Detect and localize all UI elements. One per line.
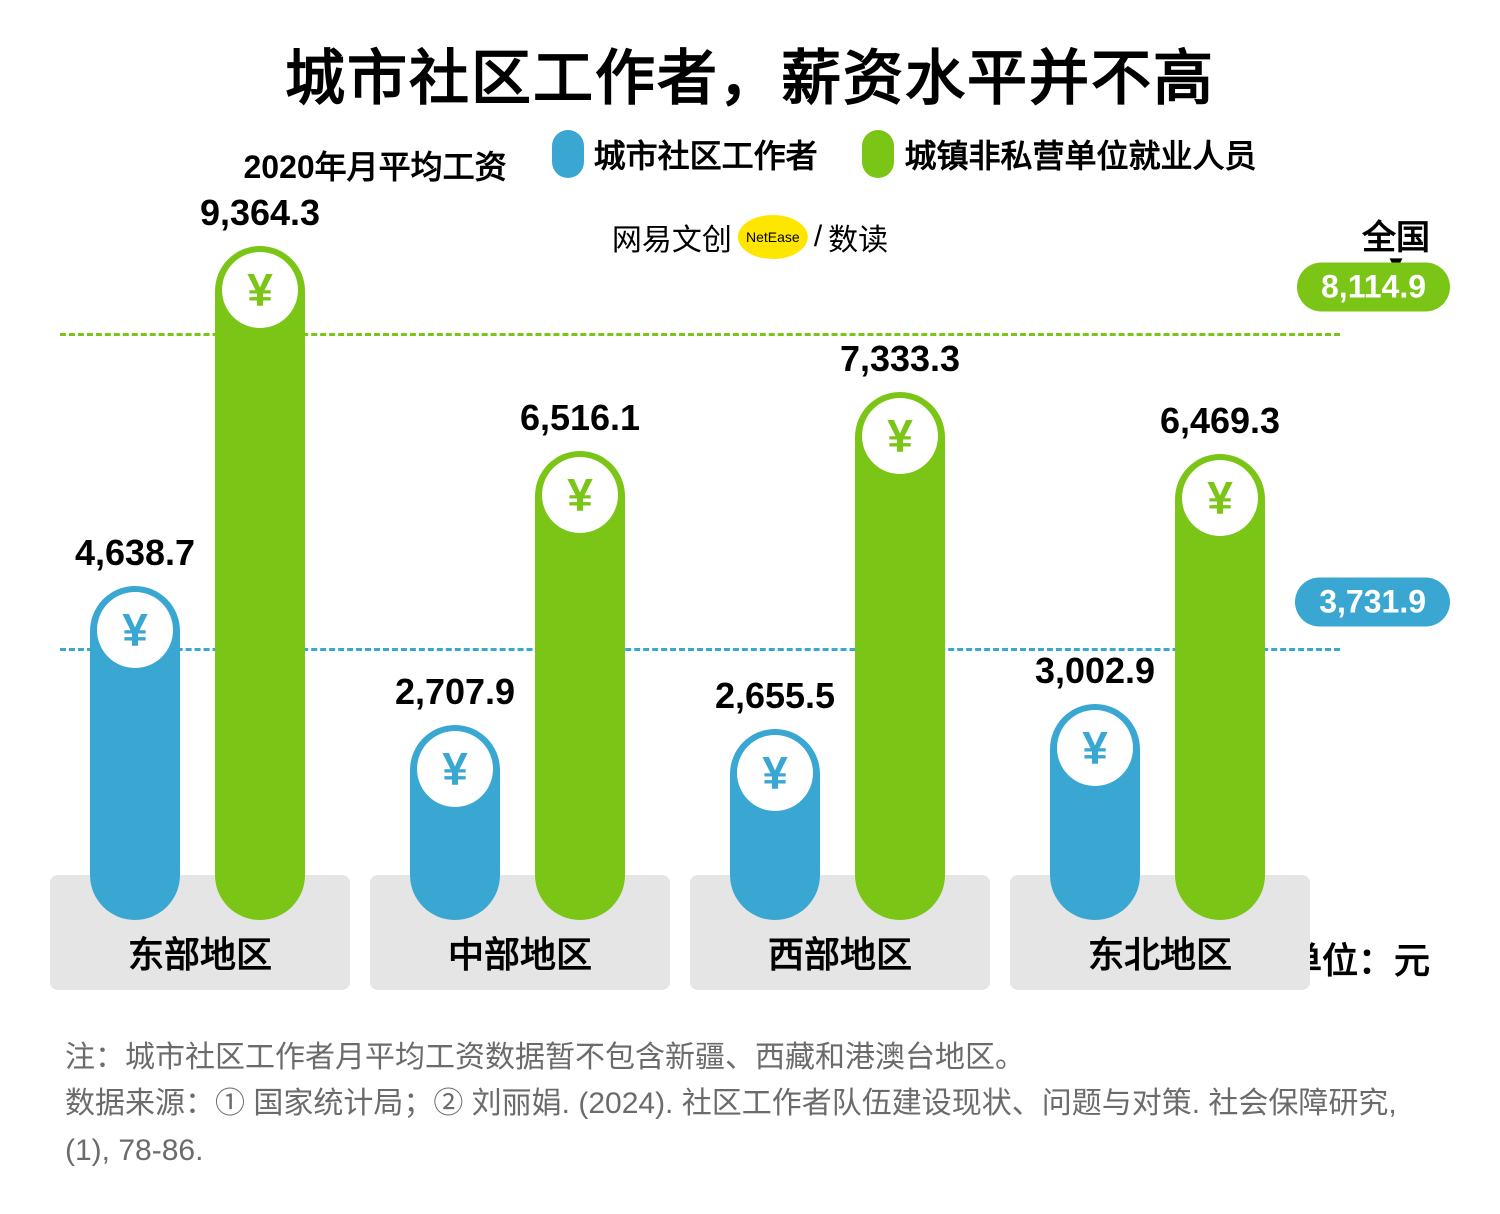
- watermark-slash: /: [814, 220, 822, 254]
- category-label: 东部地区: [60, 926, 340, 978]
- yen-icon: ¥: [97, 592, 173, 668]
- bar-chart: 8,114.93,731.9 ¥4,638.7¥9,364.3东部地区 ¥2,7…: [60, 200, 1440, 990]
- watermark: 网易文创 NetEase / 数读: [612, 215, 888, 259]
- bar-group: ¥3,002.9¥6,469.3东北地区: [1020, 200, 1300, 990]
- bar-value-label: 4,638.7: [75, 532, 195, 574]
- legend-item-series2: 城镇非私营单位就业人员: [862, 130, 1256, 178]
- legend-swatch-2: [862, 130, 894, 178]
- yen-icon: ¥: [417, 731, 493, 807]
- watermark-right: 数读: [828, 215, 888, 259]
- bar-value-label: 2,655.5: [715, 675, 835, 717]
- bar-value-label: 9,364.3: [200, 192, 320, 234]
- legend-prefix: 2020年月平均工资: [243, 142, 506, 188]
- bar-s1: ¥2,707.9: [410, 725, 500, 920]
- category-label: 中部地区: [380, 926, 660, 978]
- watermark-left: 网易文创: [612, 215, 732, 259]
- bar-s2: ¥6,516.1: [535, 451, 625, 920]
- bar-value-label: 3,002.9: [1035, 650, 1155, 692]
- yen-icon: ¥: [542, 457, 618, 533]
- bar-s2: ¥7,333.3: [855, 392, 945, 920]
- legend-label-1: 城市社区工作者: [594, 131, 818, 177]
- category-label: 西部地区: [700, 926, 980, 978]
- bar-s2: ¥6,469.3: [1175, 454, 1265, 920]
- bar-value-label: 6,516.1: [520, 397, 640, 439]
- bar-s1: ¥3,002.9: [1050, 704, 1140, 920]
- reference-badge: 3,731.9: [1295, 578, 1450, 627]
- yen-icon: ¥: [862, 398, 938, 474]
- netease-logo: NetEase: [738, 215, 808, 259]
- yen-icon: ¥: [737, 735, 813, 811]
- bar-value-label: 7,333.3: [840, 338, 960, 380]
- bar-group: ¥2,707.9¥6,516.1中部地区: [380, 200, 660, 990]
- legend-item-series1: 城市社区工作者: [552, 130, 818, 178]
- bar-s1: ¥4,638.7: [90, 586, 180, 920]
- legend-swatch-1: [552, 130, 584, 178]
- reference-badge: 8,114.9: [1297, 262, 1450, 311]
- legend: 2020年月平均工资 城市社区工作者 城镇非私营单位就业人员: [0, 130, 1500, 188]
- footnote-line1: 注：城市社区工作者月平均工资数据暂不包含新疆、西藏和港澳台地区。: [65, 1035, 1435, 1082]
- chart-title: 城市社区工作者，薪资水平并不高: [0, 30, 1500, 117]
- bar-s1: ¥2,655.5: [730, 729, 820, 920]
- legend-label-2: 城镇非私营单位就业人员: [904, 131, 1256, 177]
- footnote-line2: 数据来源：① 国家统计局；② 刘丽娟. (2024). 社区工作者队伍建设现状、…: [65, 1081, 1435, 1174]
- category-label: 东北地区: [1020, 926, 1300, 978]
- bar-value-label: 2,707.9: [395, 671, 515, 713]
- bar-group: ¥4,638.7 ¥9,364.3 东部地区: [60, 200, 340, 990]
- footnote: 注：城市社区工作者月平均工资数据暂不包含新疆、西藏和港澳台地区。 数据来源：① …: [65, 1035, 1435, 1175]
- yen-icon: ¥: [222, 252, 298, 328]
- bar-s2: ¥9,364.3: [215, 246, 305, 920]
- yen-icon: ¥: [1057, 710, 1133, 786]
- yen-icon: ¥: [1182, 460, 1258, 536]
- bar-value-label: 6,469.3: [1160, 400, 1280, 442]
- bar-group: ¥2,655.5¥7,333.3西部地区: [700, 200, 980, 990]
